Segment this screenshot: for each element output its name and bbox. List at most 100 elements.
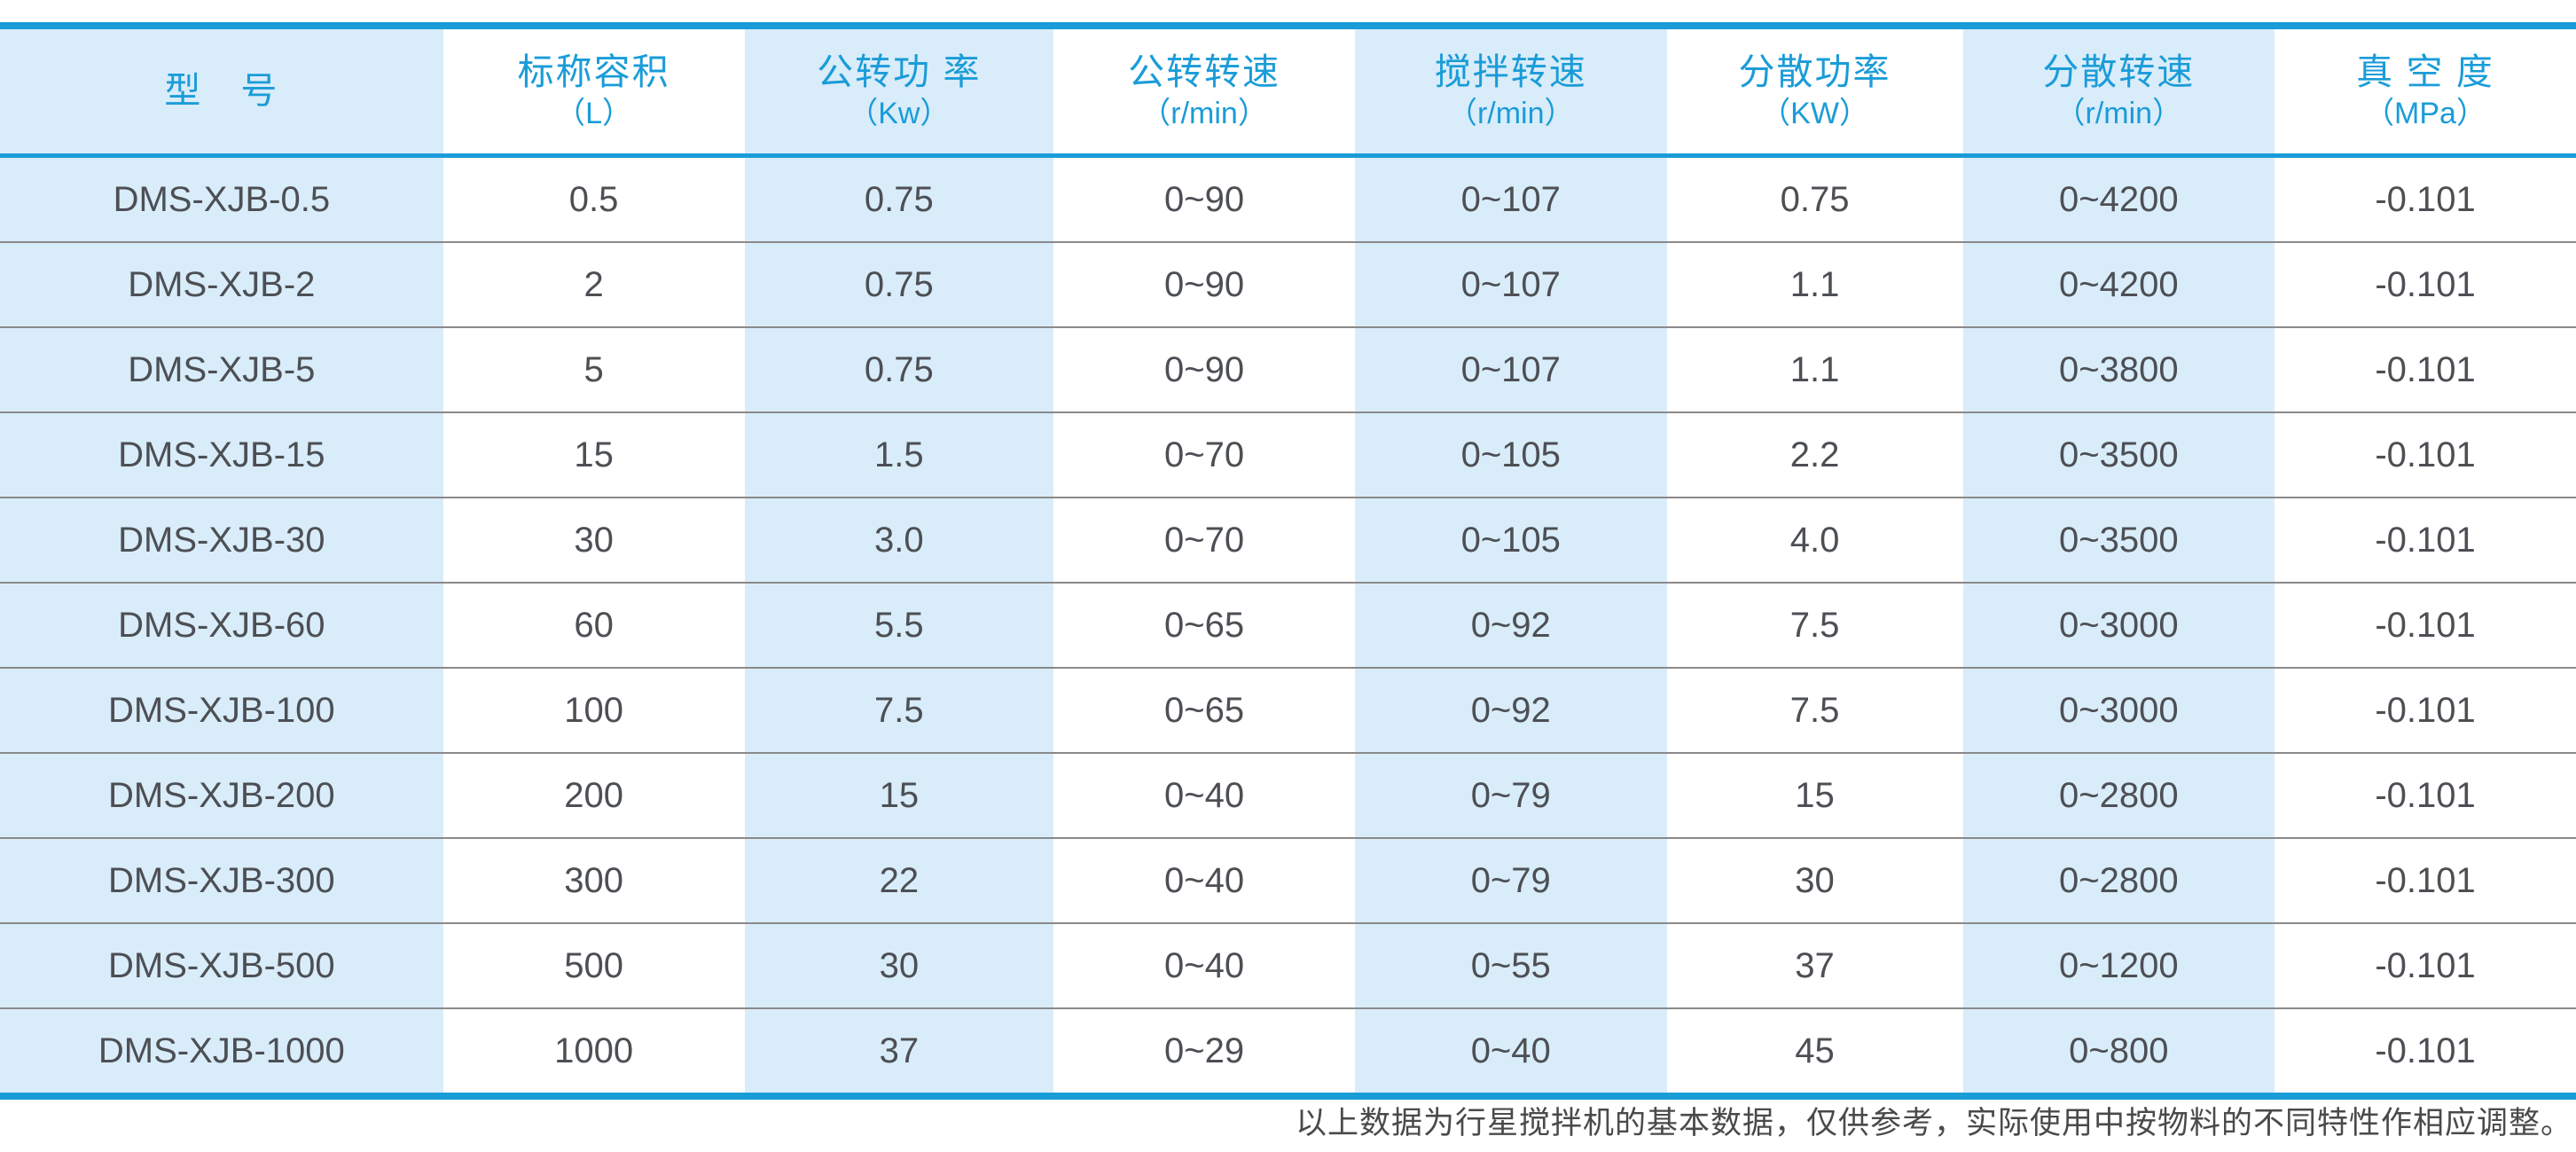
- value-cell: 60: [442, 582, 745, 668]
- column-header: 型 号: [0, 26, 443, 158]
- value-cell: -0.101: [2275, 582, 2576, 668]
- column-header-unit: （KW）: [1760, 97, 1869, 131]
- table-row: DMS-XJB-1000 1000 37 0~29 0~40 45 0~800 -0.101: [0, 1007, 2576, 1096]
- table-row: DMS-XJB-30 30 3.0 0~70 0~105 4.0 0~3500 -0.101: [0, 497, 2576, 583]
- value-cell: 3.0: [744, 497, 1054, 583]
- model-cell: DMS-XJB-300: [0, 837, 443, 923]
- table-row: DMS-XJB-100 100 7.5 0~65 0~92 7.5 0~3000 -0.101: [0, 667, 2576, 753]
- value-cell: 0~800: [1962, 1007, 2275, 1096]
- value-cell: 0~107: [1355, 326, 1667, 412]
- value-cell: 7.5: [744, 667, 1054, 753]
- value-cell: 0~55: [1355, 922, 1667, 1008]
- value-cell: -0.101: [2275, 837, 2576, 923]
- value-cell: 30: [744, 922, 1054, 1008]
- value-cell: 1.5: [744, 411, 1054, 498]
- model-cell: DMS-XJB-0.5: [0, 155, 443, 242]
- value-cell: 45: [1666, 1007, 1963, 1096]
- value-cell: 4.0: [1666, 497, 1963, 583]
- value-cell: 0~3800: [1962, 326, 2275, 412]
- value-cell: 0~70: [1053, 497, 1355, 583]
- value-cell: 22: [744, 837, 1054, 923]
- value-cell: 0~107: [1355, 241, 1667, 327]
- value-cell: 0~79: [1355, 837, 1667, 923]
- value-cell: 1000: [442, 1007, 745, 1096]
- value-cell: -0.101: [2275, 752, 2576, 838]
- column-header-unit: （r/min）: [2055, 97, 2183, 131]
- value-cell: 7.5: [1666, 582, 1963, 668]
- planetary-mixer-spec-table: 型 号 标称容积 （L） 公转功 率 （Kw） 公转转速 （r/min） 搅拌转速 （r/min…: [0, 22, 2576, 1100]
- value-cell: 15: [744, 752, 1054, 838]
- value-cell: 0~65: [1053, 667, 1355, 753]
- value-cell: 0~90: [1053, 326, 1355, 412]
- column-header-unit: （MPa）: [2364, 97, 2486, 131]
- model-cell: DMS-XJB-100: [0, 667, 443, 753]
- model-cell: DMS-XJB-200: [0, 752, 443, 838]
- value-cell: 0~79: [1355, 752, 1667, 838]
- value-cell: 0~40: [1053, 837, 1355, 923]
- value-cell: 0~90: [1053, 155, 1355, 242]
- column-header-label: 搅拌转速: [1434, 51, 1587, 93]
- column-header: 标称容积 （L）: [442, 26, 745, 158]
- value-cell: 30: [1666, 837, 1963, 923]
- value-cell: 30: [442, 497, 745, 583]
- column-header: 分散功率 （KW）: [1666, 26, 1963, 158]
- value-cell: 0~1200: [1962, 922, 2275, 1008]
- value-cell: 1.1: [1666, 241, 1963, 327]
- column-header-label: 公转功 率: [817, 51, 982, 93]
- column-header-label: 标称容积: [517, 51, 670, 93]
- value-cell: 0~3000: [1962, 582, 2275, 668]
- column-header: 公转转速 （r/min）: [1053, 26, 1355, 158]
- value-cell: 0.75: [744, 241, 1054, 327]
- value-cell: 0~29: [1053, 1007, 1355, 1096]
- value-cell: 0~105: [1355, 411, 1667, 498]
- value-cell: 0.75: [744, 155, 1054, 242]
- column-header-unit: （Kw）: [848, 97, 951, 131]
- column-header-unit: （L）: [555, 97, 633, 131]
- table-row: DMS-XJB-2 2 0.75 0~90 0~107 1.1 0~4200 -0.101: [0, 241, 2576, 327]
- value-cell: 5: [442, 326, 745, 412]
- column-header: 真 空 度 （MPa）: [2275, 26, 2576, 158]
- value-cell: 0~40: [1355, 1007, 1667, 1096]
- value-cell: 0~3500: [1962, 497, 2275, 583]
- value-cell: -0.101: [2275, 411, 2576, 498]
- table-row: DMS-XJB-60 60 5.5 0~65 0~92 7.5 0~3000 -0.101: [0, 582, 2576, 668]
- value-cell: 500: [442, 922, 745, 1008]
- value-cell: 0~105: [1355, 497, 1667, 583]
- model-cell: DMS-XJB-60: [0, 582, 443, 668]
- value-cell: 200: [442, 752, 745, 838]
- value-cell: 1.1: [1666, 326, 1963, 412]
- value-cell: -0.101: [2275, 922, 2576, 1008]
- value-cell: 0~90: [1053, 241, 1355, 327]
- value-cell: 37: [1666, 922, 1963, 1008]
- value-cell: 0~40: [1053, 922, 1355, 1008]
- column-header: 公转功 率 （Kw）: [744, 26, 1054, 158]
- value-cell: 2: [442, 241, 745, 327]
- column-header-unit: （r/min）: [1446, 97, 1575, 131]
- column-header-unit: （r/min）: [1140, 97, 1268, 131]
- value-cell: -0.101: [2275, 155, 2576, 242]
- table-body: DMS-XJB-0.5 0.5 0.75 0~90 0~107 0.75 0~4200 -0.…: [0, 155, 2576, 1096]
- value-cell: 100: [442, 667, 745, 753]
- value-cell: -0.101: [2275, 667, 2576, 753]
- value-cell: 0~4200: [1962, 155, 2275, 242]
- footer-note: 以上数据为行星搅拌机的基本数据，仅供参考，实际使用中按物料的不同特性作相应调整。: [1295, 1106, 2572, 1140]
- model-cell: DMS-XJB-5: [0, 326, 443, 412]
- value-cell: 2.2: [1666, 411, 1963, 498]
- table-row: DMS-XJB-500 500 30 0~40 0~55 37 0~1200 -0.101: [0, 922, 2576, 1008]
- value-cell: 0~40: [1053, 752, 1355, 838]
- model-cell: DMS-XJB-500: [0, 922, 443, 1008]
- value-cell: 15: [442, 411, 745, 498]
- value-cell: 0.75: [1666, 155, 1963, 242]
- value-cell: 0~3500: [1962, 411, 2275, 498]
- value-cell: 0~2800: [1962, 837, 2275, 923]
- column-header: 搅拌转速 （r/min）: [1355, 26, 1667, 158]
- table-row: DMS-XJB-15 15 1.5 0~70 0~105 2.2 0~3500 -0.101: [0, 411, 2576, 498]
- value-cell: 0~107: [1355, 155, 1667, 242]
- model-cell: DMS-XJB-2: [0, 241, 443, 327]
- column-header: 分散转速 （r/min）: [1962, 26, 2275, 158]
- value-cell: 15: [1666, 752, 1963, 838]
- value-cell: 0~92: [1355, 582, 1667, 668]
- value-cell: 0.75: [744, 326, 1054, 412]
- column-header-label: 分散转速: [2042, 51, 2196, 93]
